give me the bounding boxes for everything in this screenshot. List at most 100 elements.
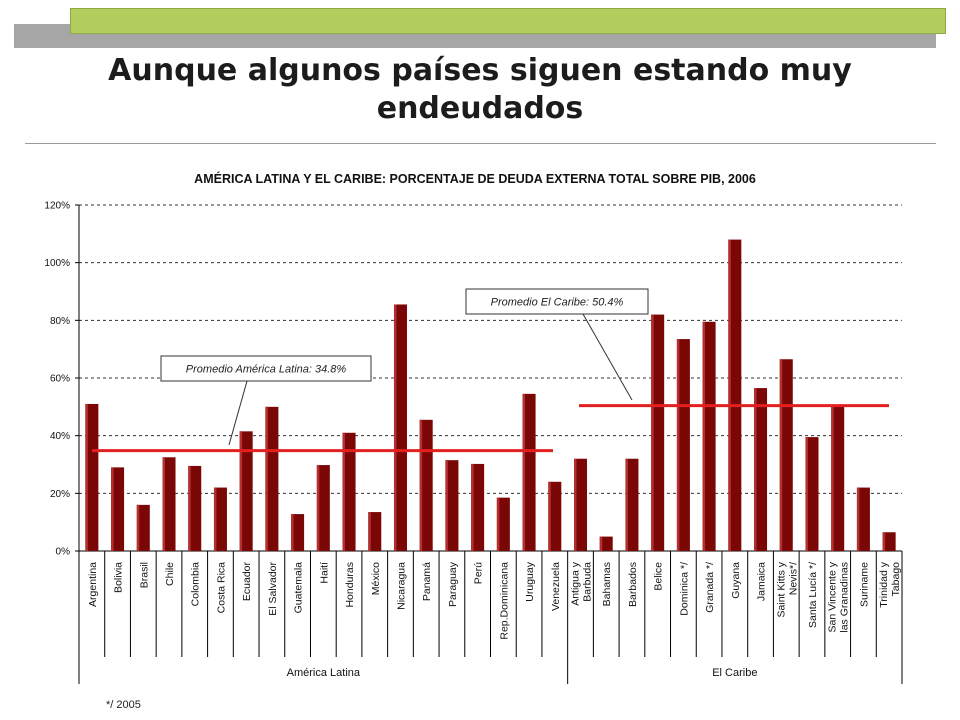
bar (239, 431, 253, 551)
category-label-line: Venezuela (550, 562, 562, 611)
average-label: Promedio El Caribe: 50.4% (491, 297, 624, 309)
bar-highlight (702, 321, 706, 551)
category-label: Granada */ (704, 562, 716, 613)
bar (213, 487, 227, 551)
y-tick-label: 100% (44, 258, 70, 269)
category-label-line: Guyana (730, 562, 742, 599)
bar (882, 532, 896, 551)
chart-title: AMÉRICA LATINA Y EL CARIBE: PORCENTAJE D… (194, 171, 756, 186)
category-label: Barbados (627, 562, 639, 607)
category-label-line: Ecuador (241, 561, 253, 601)
category-label-line: México (370, 562, 382, 595)
category-label-line: Nicaragua (395, 562, 407, 610)
bar-highlight (805, 437, 808, 551)
y-tick-label: 20% (50, 489, 70, 500)
bar-highlight (136, 504, 140, 551)
bar-highlight (754, 388, 757, 551)
average-label: Promedio América Latina: 34.8% (186, 364, 347, 376)
y-tick-label: 80% (50, 316, 70, 327)
group-label: América Latina (287, 667, 361, 679)
category-label: Trinidad y Tabago (878, 561, 902, 607)
category-label-line: Bahamas (601, 562, 613, 606)
category-label: San Vincente y las Granadinas (827, 561, 851, 632)
bar (625, 458, 639, 551)
category-label-line: Santa Lucía */ (807, 562, 819, 628)
bar (522, 393, 536, 551)
category-label-line: Barbuda (582, 562, 594, 602)
bar (419, 419, 433, 551)
bar (754, 388, 768, 551)
category-label: Santa Lucía */ (807, 562, 819, 628)
bars (85, 239, 896, 551)
category-label: México (370, 562, 382, 595)
average-lines: Promedio América Latina: 34.8% Promedio E… (92, 288, 889, 453)
bar (368, 512, 382, 551)
category-label-line: Colombia (190, 562, 202, 607)
category-label-line: las Granadinas (839, 562, 851, 633)
category-label-line: Brasil (138, 562, 150, 588)
bar-highlight (728, 239, 731, 551)
category-label-line: Belice (653, 562, 665, 591)
callout-box (160, 355, 372, 382)
bar (574, 458, 588, 551)
bar-highlight (213, 487, 217, 551)
category-label: Panamá (421, 562, 433, 601)
category-label-line: Trinidad y (878, 561, 890, 607)
category-label-line: Uruguay (524, 561, 536, 601)
bar (393, 304, 407, 551)
category-label-line: Rep.Dominicana (498, 562, 510, 640)
bar (496, 497, 510, 551)
bar-highlight (676, 339, 680, 551)
bar-highlight (85, 403, 88, 551)
callout-leader (228, 380, 248, 446)
bar-highlight (574, 458, 577, 551)
bar (445, 460, 459, 551)
category-label-line: Barbados (627, 562, 639, 607)
bar (676, 339, 690, 551)
bar (779, 359, 793, 551)
category-label: Bolivia (113, 562, 125, 593)
bar-highlight (316, 465, 320, 551)
bar-highlight (188, 465, 191, 551)
category-label-line: Argentina (87, 562, 99, 607)
bar (136, 504, 150, 551)
bar (651, 314, 665, 551)
category-label-line: Bolivia (113, 562, 125, 593)
callout-box (465, 288, 649, 315)
category-label-line: Saint Kitts y (775, 561, 787, 617)
category-label-line: Nevis*/ (787, 562, 799, 595)
slide-title: Aunque algunos países siguen estando muy… (108, 53, 852, 126)
y-tick-label: 60% (50, 374, 70, 385)
bar-highlight (445, 460, 448, 551)
bar (188, 465, 202, 551)
category-label-line: Panamá (421, 562, 433, 601)
y-tick-label: 40% (50, 431, 70, 442)
category-label: Bahamas (601, 562, 613, 606)
bar (831, 406, 845, 551)
bar (316, 465, 330, 551)
y-tick-label: 0% (56, 547, 71, 558)
bar (548, 481, 562, 551)
category-label-line: Guatemala (293, 562, 305, 614)
category-label-line: Antigua y (570, 561, 582, 606)
category-label-line: Jamaica (756, 562, 768, 601)
category-label: Rep.Dominicana (498, 562, 510, 640)
category-label: Saint Kitts y Nevis*/ (775, 561, 799, 617)
bar-highlight (496, 497, 500, 551)
category-label: Paraguay (447, 561, 459, 607)
bar-highlight (548, 481, 551, 551)
category-label: Guatemala (293, 562, 305, 614)
callout-leader (582, 313, 633, 401)
bar (471, 463, 485, 551)
category-label: Brasil (138, 562, 150, 588)
category-label: Argentina (87, 562, 99, 607)
category-label: Dominica */ (678, 562, 690, 616)
bar-highlight (522, 393, 526, 551)
bar-highlight (882, 532, 886, 551)
category-label: Perú (473, 562, 485, 584)
category-label-line: Costa Rica (215, 562, 227, 614)
category-label: Colombia (190, 562, 202, 607)
category-labels: Argentina Bolivia Brasil Chile Colombia Costa… (87, 561, 902, 679)
category-label: Guyana (730, 562, 742, 599)
